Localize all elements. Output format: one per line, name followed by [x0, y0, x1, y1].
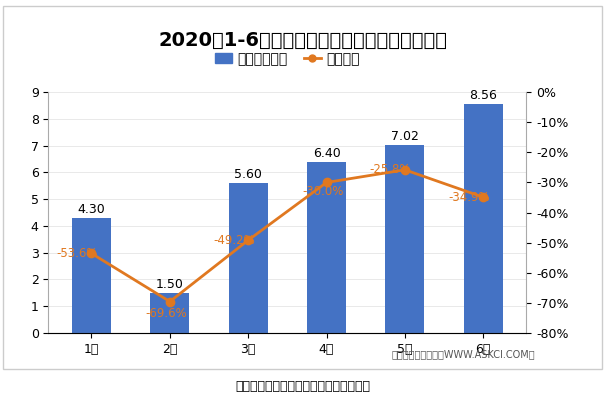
Text: -53.6%: -53.6%: [56, 247, 98, 260]
Legend: 销量（万辆）, 同比增长: 销量（万辆）, 同比增长: [209, 46, 365, 71]
Bar: [385, 145, 425, 333]
Bar: [150, 293, 189, 333]
Text: -25.8%: -25.8%: [370, 163, 411, 176]
Text: 7.02: 7.02: [391, 130, 419, 143]
Bar: [463, 104, 503, 333]
Text: 制图：中商情报网（WWW.ASKCI.COM）: 制图：中商情报网（WWW.ASKCI.COM）: [392, 349, 535, 359]
Text: 1.50: 1.50: [156, 277, 184, 291]
Text: 5.60: 5.60: [234, 168, 262, 181]
Text: 4.30: 4.30: [77, 203, 105, 216]
Text: 6.40: 6.40: [313, 147, 341, 160]
Bar: [229, 183, 268, 333]
Text: -34.9%: -34.9%: [448, 191, 489, 204]
Text: -69.6%: -69.6%: [145, 307, 187, 320]
Bar: [72, 218, 111, 333]
Text: 2020年1-6月中国新能源乘用车销量及增长情况: 2020年1-6月中国新能源乘用车销量及增长情况: [158, 30, 447, 50]
Text: 数据来源：乘联会、中商产业研究院整理: 数据来源：乘联会、中商产业研究院整理: [235, 380, 370, 393]
Text: -30.0%: -30.0%: [302, 185, 343, 198]
Text: -49.2%: -49.2%: [213, 234, 255, 247]
Bar: [307, 162, 346, 333]
Text: 8.56: 8.56: [469, 89, 497, 102]
